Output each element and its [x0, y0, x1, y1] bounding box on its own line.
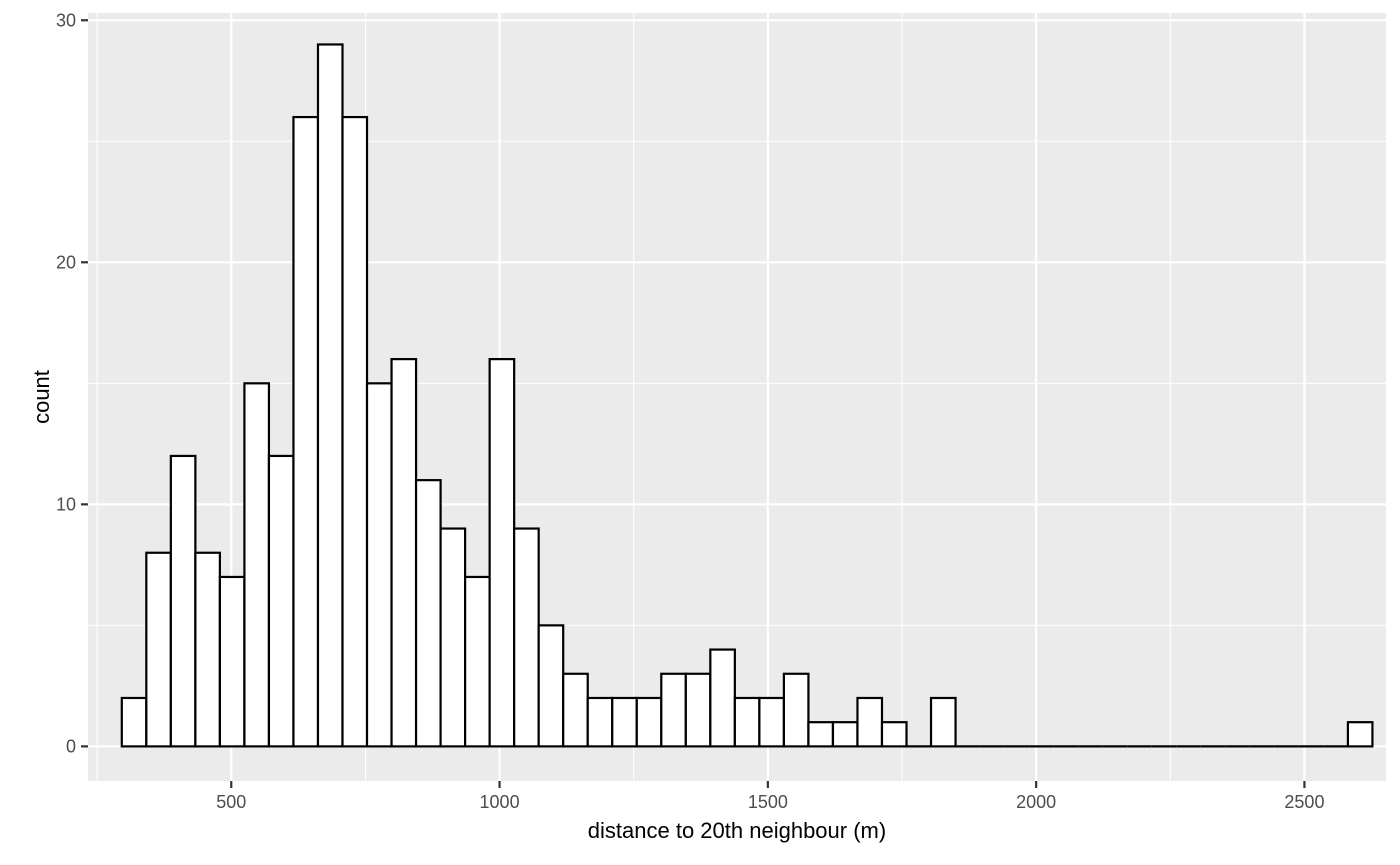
x-tick-label: 500 — [216, 792, 246, 812]
histogram-bar — [194, 551, 221, 748]
histogram-bar — [586, 696, 614, 748]
histogram-bar — [611, 696, 638, 748]
histogram-bar — [390, 358, 418, 748]
histogram-bar — [439, 527, 467, 748]
x-tick-label: 2000 — [1016, 792, 1056, 812]
histogram-bar — [856, 696, 884, 748]
histogram-bar — [414, 479, 442, 748]
x-tick-label: 1000 — [480, 792, 520, 812]
histogram-bar — [169, 454, 197, 748]
histogram-bar — [243, 382, 271, 748]
histogram-bar — [464, 575, 491, 748]
histogram-bar — [831, 721, 859, 748]
y-tick-label: 30 — [56, 10, 76, 30]
histogram-bar — [120, 696, 148, 748]
histogram-bar — [807, 721, 835, 748]
y-tick-label: 10 — [56, 494, 76, 514]
histogram-bar — [1346, 721, 1374, 748]
histogram-bar — [635, 696, 663, 748]
histogram-bar — [929, 696, 957, 748]
histogram-bar — [660, 672, 687, 748]
histogram-bar — [684, 672, 712, 748]
y-tick-label: 0 — [66, 736, 76, 756]
histogram-bar — [880, 721, 908, 748]
histogram-bar — [145, 551, 172, 748]
histogram-bar — [733, 696, 761, 748]
histogram-bar — [709, 648, 736, 748]
x-axis-label: distance to 20th neighbour (m) — [587, 818, 887, 843]
histogram-bar — [513, 527, 540, 748]
histogram-bar — [292, 115, 320, 748]
histogram-bar — [537, 624, 565, 748]
histogram-bar — [341, 115, 369, 748]
y-axis-label: count — [29, 370, 54, 424]
histogram-bars — [120, 43, 1374, 748]
histogram-bar — [488, 358, 516, 748]
histogram-bar — [365, 382, 393, 748]
y-tick-label: 20 — [56, 252, 76, 272]
histogram-bar — [218, 575, 246, 748]
x-tick-label: 2500 — [1284, 792, 1324, 812]
histogram-bar — [562, 672, 589, 748]
histogram-bar — [782, 672, 810, 748]
axis-ticks: 500 1000 1500 2000 2500 0 10 20 30 — [56, 10, 1324, 812]
x-tick-label: 1500 — [748, 792, 788, 812]
histogram-bar — [316, 43, 344, 748]
histogram-bar — [267, 454, 295, 748]
histogram-bar — [758, 696, 785, 748]
